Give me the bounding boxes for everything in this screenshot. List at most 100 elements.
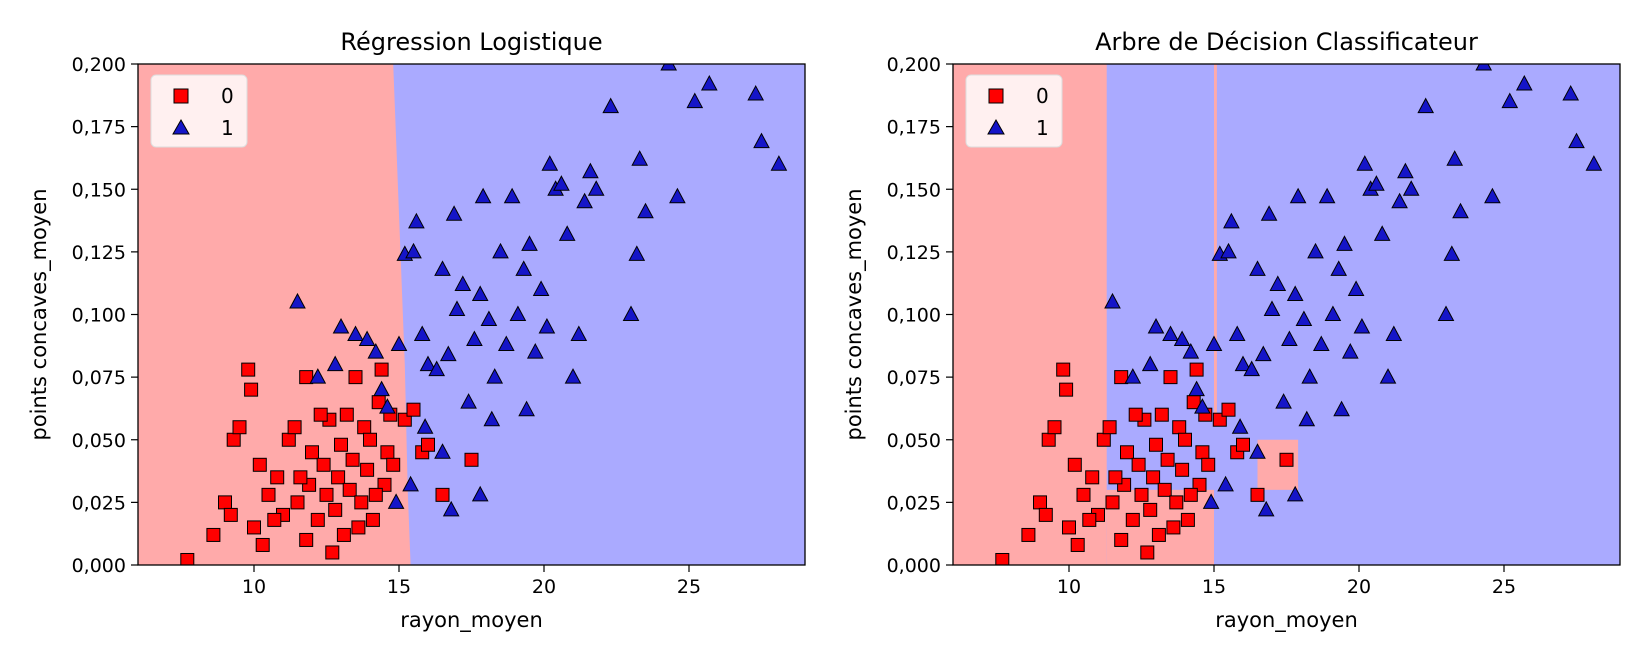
point-class-1 <box>379 398 396 414</box>
point-class-0 <box>1125 512 1140 527</box>
point-class-1 <box>1249 260 1266 276</box>
point-class-1 <box>1475 64 1493 71</box>
point-class-1 <box>1260 205 1278 221</box>
point-class-1 <box>747 85 765 101</box>
point-class-1 <box>1231 418 1249 434</box>
point-class-1 <box>466 330 483 347</box>
point-class-0 <box>363 432 377 447</box>
point-class-1 <box>631 150 649 166</box>
point-class-0 <box>360 462 375 477</box>
y-tick-label: 0,200 <box>887 54 941 76</box>
point-class-0 <box>421 437 435 452</box>
point-class-1 <box>332 317 350 334</box>
point-class-0 <box>1102 420 1117 435</box>
region-class-0 <box>1106 489 1214 565</box>
point-class-1 <box>434 443 451 459</box>
point-class-1 <box>564 368 582 384</box>
point-class-0 <box>1221 402 1236 417</box>
point-class-0 <box>244 382 259 397</box>
point-class-0 <box>464 452 479 467</box>
point-class-0 <box>1041 432 1056 447</box>
x-tick-label: 20 <box>1347 576 1371 598</box>
point-class-1 <box>492 242 509 259</box>
x-tick-label: 25 <box>1492 576 1516 598</box>
x-tick-label: 15 <box>1202 576 1226 598</box>
point-class-0 <box>1114 370 1129 385</box>
point-class-1 <box>1162 325 1179 342</box>
y-axis-label: points concaves_moyen <box>842 188 867 440</box>
point-class-0 <box>1160 452 1175 467</box>
y-tick-label: 0,050 <box>72 430 126 452</box>
point-class-0 <box>1250 487 1265 502</box>
point-class-1 <box>1188 380 1205 397</box>
point-class-0 <box>316 457 331 472</box>
y-axis-label: points concaves_moyen <box>27 188 52 440</box>
point-class-0 <box>1076 487 1091 502</box>
y-tick-label: 0,125 <box>887 242 941 264</box>
y-tick-label: 0,200 <box>72 54 126 76</box>
point-class-0 <box>1195 445 1210 460</box>
point-class-1 <box>660 64 678 71</box>
point-class-0 <box>1178 432 1192 447</box>
point-class-1 <box>521 235 538 251</box>
point-class-0 <box>287 420 302 435</box>
point-class-1 <box>1263 300 1281 316</box>
point-class-1 <box>1443 245 1461 261</box>
point-class-0 <box>1128 407 1143 422</box>
point-class-1 <box>1281 330 1298 347</box>
point-class-1 <box>390 335 408 352</box>
point-class-0 <box>1038 507 1053 522</box>
point-class-1 <box>1257 500 1275 517</box>
plot-area <box>138 64 805 565</box>
point-class-1 <box>1307 242 1324 259</box>
point-class-0 <box>1140 545 1155 560</box>
point-class-0 <box>1279 452 1294 467</box>
point-class-1 <box>405 242 422 259</box>
point-class-0 <box>357 420 372 435</box>
point-class-0 <box>299 532 314 547</box>
point-class-0 <box>1172 420 1187 435</box>
legend-marker-square <box>173 88 189 104</box>
x-tick-label: 20 <box>532 576 556 598</box>
point-class-1 <box>1341 343 1359 359</box>
point-class-0 <box>1201 457 1216 472</box>
point-class-0 <box>1085 470 1100 485</box>
y-tick-label: 0,075 <box>72 367 126 389</box>
point-class-1 <box>1333 400 1350 417</box>
point-class-1 <box>1254 345 1272 362</box>
point-class-0 <box>270 470 285 485</box>
point-class-0 <box>1059 382 1074 397</box>
point-class-0 <box>281 432 296 447</box>
point-class-0 <box>305 445 319 460</box>
y-tick-label: 0,175 <box>887 117 941 139</box>
point-class-0 <box>1108 470 1123 485</box>
point-class-0 <box>1131 457 1146 472</box>
legend-label: 1 <box>1036 116 1049 140</box>
point-class-1 <box>753 132 770 149</box>
point-class-0 <box>247 520 261 535</box>
point-class-1 <box>497 335 515 352</box>
point-class-0 <box>319 487 334 502</box>
point-class-0 <box>1105 495 1120 510</box>
point-class-1 <box>1286 485 1304 502</box>
point-class-0 <box>1114 532 1129 547</box>
point-class-1 <box>700 74 718 91</box>
y-tick-label: 0,050 <box>887 430 941 452</box>
y-tick-label: 0,025 <box>72 492 126 514</box>
point-class-0 <box>351 520 366 535</box>
point-class-1 <box>509 305 527 321</box>
point-class-0 <box>293 470 308 485</box>
point-class-1 <box>515 260 533 276</box>
point-class-1 <box>1417 97 1435 114</box>
point-class-1 <box>1269 275 1287 291</box>
point-class-1 <box>408 212 425 229</box>
point-class-1 <box>637 202 654 219</box>
point-class-0 <box>310 512 325 527</box>
point-class-0 <box>406 402 421 417</box>
point-class-0 <box>1146 470 1161 485</box>
x-tick-label: 25 <box>677 576 701 598</box>
point-class-1 <box>628 245 646 261</box>
legend: 01 <box>150 74 248 148</box>
point-class-1 <box>570 325 588 342</box>
